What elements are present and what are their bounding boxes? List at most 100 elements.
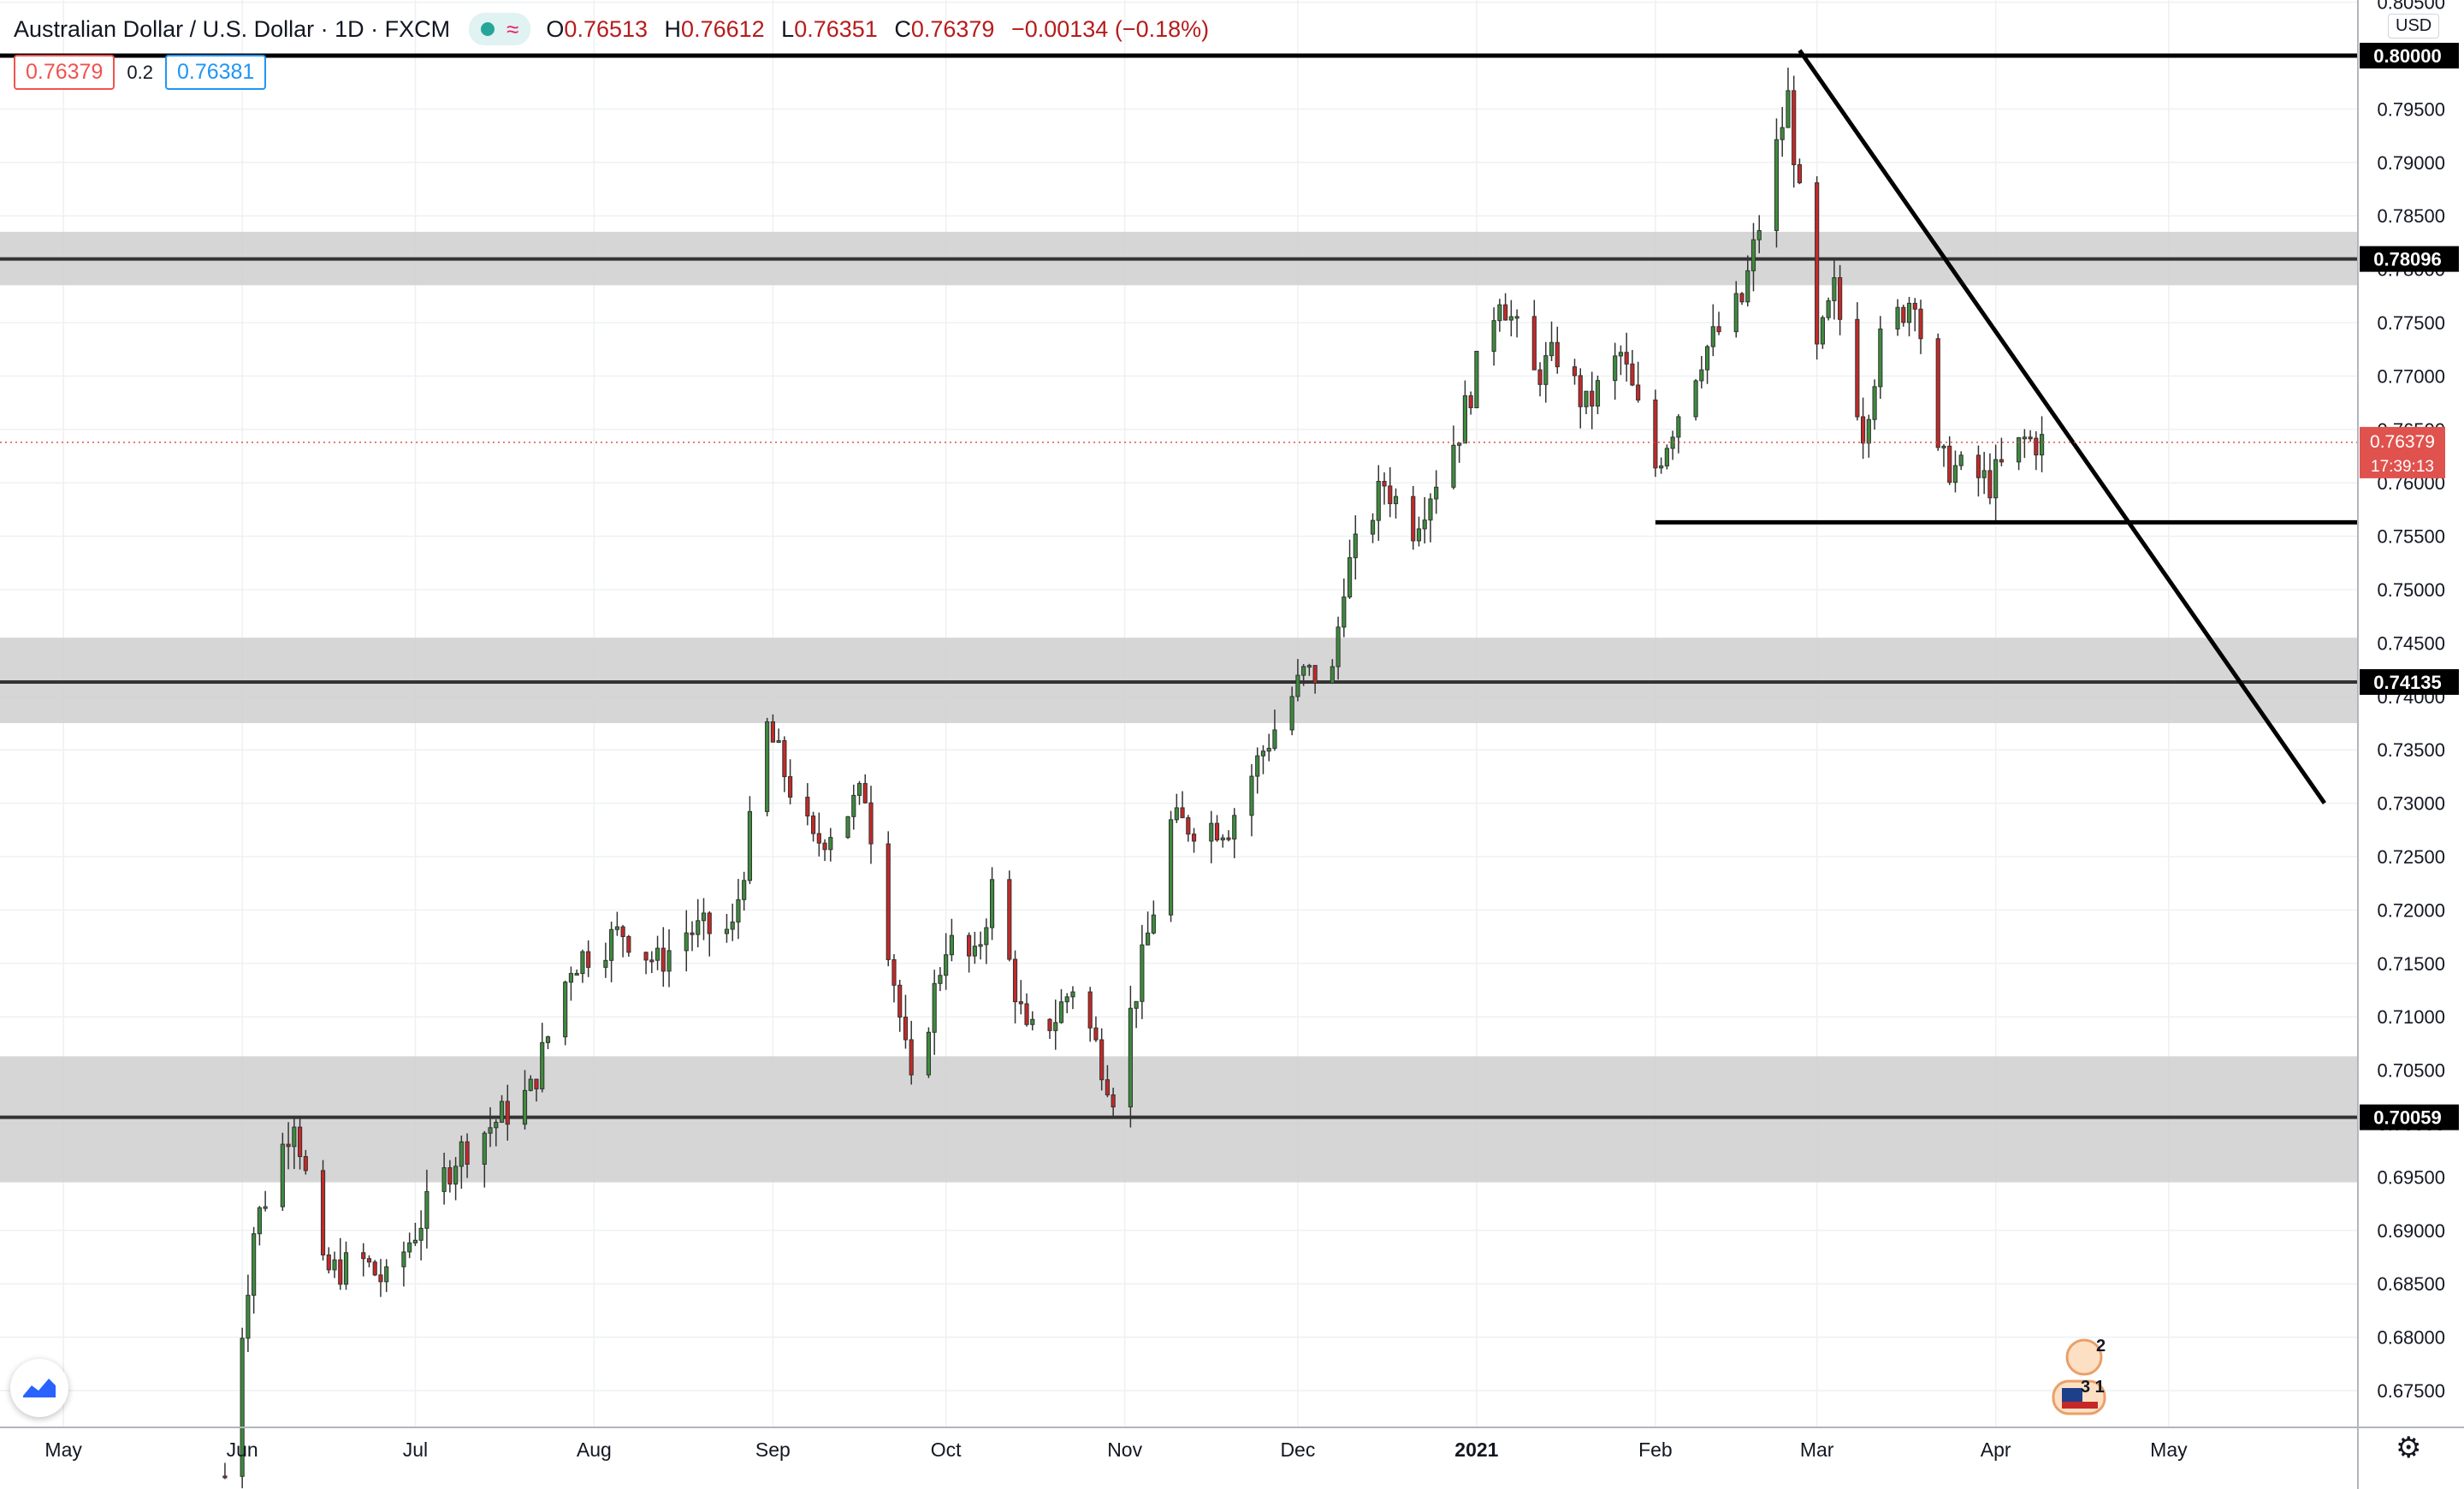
candle-body — [1941, 445, 1946, 448]
candle-body — [2034, 437, 2039, 456]
candle-body — [568, 973, 574, 983]
time-axis[interactable]: May Jun Jul Aug Sep Oct Nov Dec 2021 Feb Mar Apr May — [0, 1427, 2464, 1461]
candle-body — [1186, 817, 1191, 835]
candle-body — [1906, 302, 1912, 323]
level-price-label: 0.70059 — [2373, 1107, 2442, 1129]
candle-body — [903, 1017, 909, 1041]
candle-body — [1584, 390, 1589, 407]
candle-body — [696, 920, 701, 935]
level-price-tag — [2360, 1104, 2459, 1130]
candle-body — [1636, 384, 1641, 400]
candle-body — [1128, 1007, 1133, 1108]
candle-body — [1866, 418, 1871, 444]
candle-body — [845, 816, 850, 839]
candle-body — [822, 842, 827, 851]
y-tick-label: 0.67500 — [2377, 1380, 2445, 1402]
wave-icon: ≈ — [506, 16, 519, 42]
candle-body — [620, 926, 625, 938]
candle-body — [1549, 341, 1555, 357]
y-tick-label: 0.75500 — [2377, 526, 2445, 548]
candle-body — [972, 946, 977, 957]
candle-body — [1514, 316, 1519, 319]
candle-body — [1012, 958, 1018, 1003]
candle-body — [292, 1126, 297, 1148]
candle-body — [1901, 306, 1906, 323]
candle-body — [1613, 355, 1618, 382]
candle-body — [280, 1143, 285, 1207]
horizontal-levels — [0, 53, 2358, 1119]
y-tick-label: 0.71000 — [2377, 1006, 2445, 1028]
candle-body — [1087, 991, 1093, 1029]
candle-body — [286, 1143, 291, 1148]
currency-label[interactable]: USD — [2388, 14, 2440, 39]
candle-body — [1312, 665, 1318, 684]
buy-button[interactable]: 0.76381 — [164, 55, 267, 90]
candle-body — [1428, 498, 1433, 521]
level-price-label: 0.78096 — [2373, 249, 2442, 270]
tradingview-logo[interactable] — [10, 1359, 68, 1417]
candle-body — [1393, 495, 1399, 505]
candle-body — [1289, 696, 1294, 731]
candle-body — [1330, 666, 1335, 684]
candle-body — [1457, 442, 1462, 446]
candle-body — [1624, 352, 1629, 365]
close-label: C — [894, 15, 911, 42]
candle-body — [1030, 1018, 1035, 1025]
candle-body — [724, 928, 730, 934]
candle-body — [909, 1039, 914, 1076]
candle-body — [1018, 1001, 1023, 1005]
candle-body — [1861, 416, 1866, 444]
x-tick-label: Jun — [227, 1439, 258, 1461]
candle-body — [1704, 346, 1710, 371]
candle-body — [701, 912, 707, 922]
y-tick-label: 0.79500 — [2377, 98, 2445, 120]
descending-trendline — [1798, 49, 2326, 805]
candle-body — [2028, 436, 2033, 440]
candle-body — [770, 721, 775, 743]
y-tick-label: 0.77500 — [2377, 312, 2445, 334]
indicator-status-pill[interactable]: ≈ — [469, 13, 531, 45]
candle-body — [1947, 445, 1952, 483]
candle-body — [320, 1170, 326, 1256]
x-tick-label: Apr — [1981, 1439, 2011, 1461]
gear-icon[interactable]: ⚙ — [2396, 1432, 2422, 1464]
candle-body — [1416, 528, 1422, 542]
price-axis[interactable]: 0.80500 0.80000 0.79500 0.79000 0.78500 0.780… — [2357, 0, 2459, 1489]
candle-body — [1342, 596, 1347, 628]
candle-body — [1336, 626, 1341, 667]
candle-body — [1745, 270, 1750, 303]
economic-events-icon[interactable] — [2050, 1338, 2112, 1427]
symbol-title[interactable]: Australian Dollar / U.S. Dollar · 1D · F… — [14, 15, 451, 42]
candle-body — [1578, 375, 1583, 407]
candle-body — [1935, 338, 1940, 448]
candle-body — [1174, 807, 1179, 821]
candle-body — [856, 783, 862, 796]
candle-body — [967, 934, 972, 957]
candle-body — [528, 1078, 533, 1091]
level-price-label: 0.80000 — [2373, 45, 2442, 67]
candle-body — [1146, 932, 1151, 946]
high-label: H — [664, 15, 682, 42]
support-resistance-zones — [0, 231, 2358, 1183]
level-price-tag — [2360, 668, 2459, 695]
candle-body — [1815, 182, 1820, 345]
candle-body — [926, 1031, 932, 1076]
candle-body — [1214, 822, 1220, 840]
candle-body — [654, 947, 660, 961]
candle-body — [1105, 1079, 1111, 1095]
candle-body — [1716, 326, 1721, 333]
candle-body — [1872, 386, 1877, 420]
candle-body — [1993, 459, 1999, 499]
candle-body — [441, 1167, 447, 1192]
candle-body — [1266, 747, 1271, 752]
candle-body — [660, 947, 666, 972]
candle-body — [742, 880, 747, 900]
candle-body — [1531, 316, 1537, 371]
candle-body — [1151, 914, 1156, 934]
candle-body — [938, 975, 943, 984]
candle-body — [1855, 318, 1860, 418]
level-price-label: 0.74135 — [2373, 672, 2442, 693]
sell-button[interactable]: 0.76379 — [14, 55, 116, 90]
candle-body — [1353, 533, 1358, 559]
